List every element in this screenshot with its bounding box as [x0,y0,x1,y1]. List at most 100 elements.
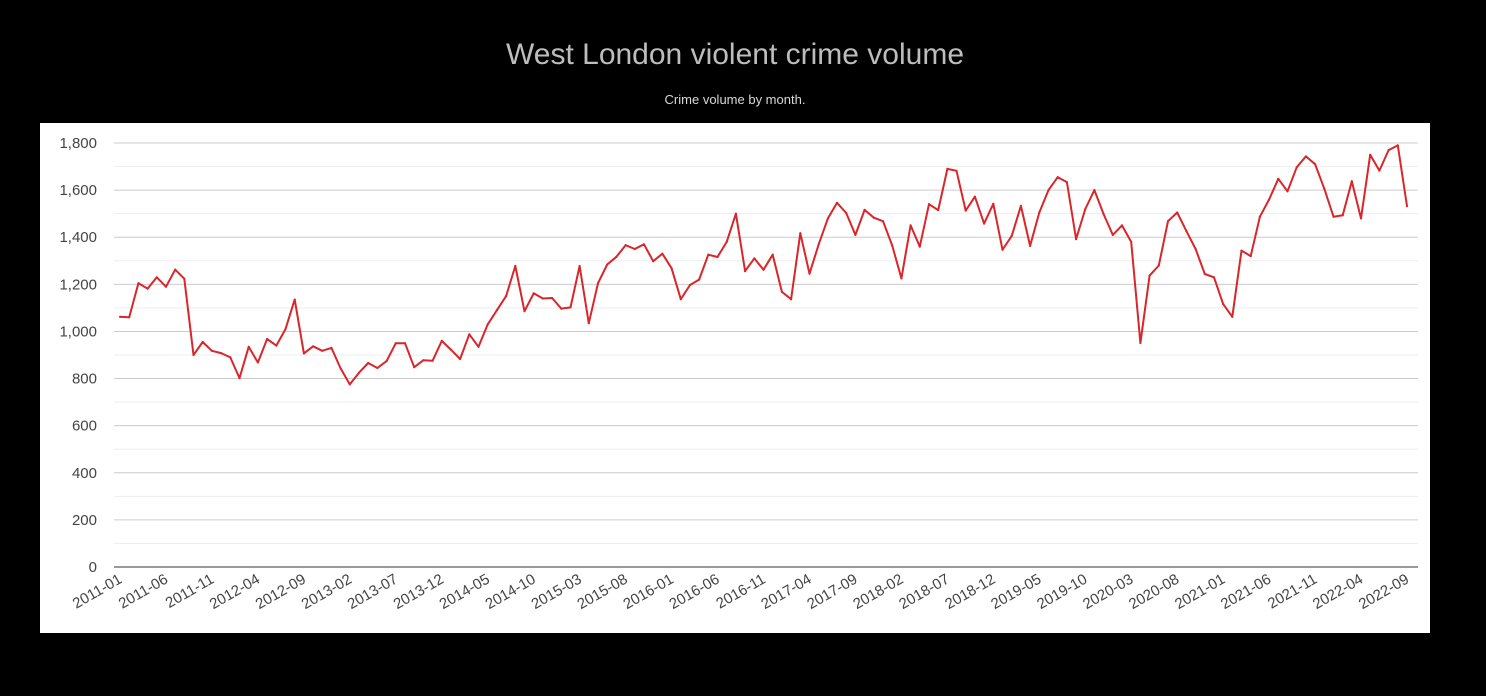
y-tick-label: 200 [72,512,97,529]
data-point [541,297,544,300]
y-tick-label: 1,800 [59,135,97,152]
x-tick-label: 2014-05 [437,571,493,613]
data-point [652,260,655,263]
x-tick-label: 2022-09 [1356,571,1412,613]
data-point [357,371,361,374]
data-point [477,345,480,348]
data-point [1139,341,1142,345]
data-point [1240,249,1243,252]
data-point [1056,176,1059,179]
data-point [1075,238,1078,241]
data-point [615,255,618,258]
x-tick-label: 2017-04 [758,571,814,613]
x-tick-label: 2020-03 [1080,571,1136,613]
y-tick-label: 1,000 [59,323,97,340]
data-point [661,252,664,255]
data-point [459,357,462,361]
data-point [1369,153,1372,156]
data-point [1258,215,1261,218]
data-point [964,209,967,212]
data-point [468,333,471,336]
data-point [1001,248,1004,251]
data-point [973,195,977,198]
y-tick-label: 400 [72,465,97,482]
x-tick-label: 2016-06 [666,571,722,613]
data-point [440,339,443,342]
data-point [210,349,213,352]
data-point [698,278,701,281]
data-point [1185,230,1188,233]
data-point [1387,149,1390,152]
data-point [835,201,839,204]
data-point [762,268,765,271]
data-point [367,361,370,365]
x-tick-label: 2012-04 [207,571,263,613]
data-point [1304,155,1307,158]
data-point [845,211,848,215]
data-point [596,282,600,285]
line-chart: 0 200 400 600 800 1,000 1,200 1,400 1,600 1,800 20… [59,135,1418,613]
data-point [688,283,692,287]
data-point [523,310,526,313]
data-point [909,224,912,227]
data-point [578,264,581,268]
x-tick-label: 2014-10 [482,571,538,613]
x-tick-label: 2015-03 [528,571,584,613]
data-point [1323,187,1326,190]
data-point [486,323,489,326]
data-point [1038,211,1041,214]
data-point [505,295,508,298]
data-point [229,356,232,359]
data-point [155,276,158,279]
x-tick-label: 2013-07 [345,571,401,613]
data-point [679,298,682,301]
data-point [293,298,296,301]
data-point [532,292,535,295]
series-line [119,144,1408,386]
data-point [927,203,931,206]
data-point [1212,276,1216,279]
data-point [266,337,269,341]
data-point [900,277,903,280]
data-point [1157,264,1160,267]
data-point [1396,144,1399,147]
data-point [1314,163,1317,166]
data-point [1176,211,1179,214]
x-tick-label: 2018-07 [896,571,952,613]
x-tick-label: 2018-02 [850,571,906,613]
data-point [1194,247,1197,251]
data-point [1029,244,1032,247]
data-point [1231,315,1234,318]
data-point [799,232,802,235]
data-point [1093,189,1096,192]
data-point [881,220,885,223]
data-point [1102,213,1105,216]
data-point [560,307,563,310]
data-point [192,353,195,357]
data-point [1295,166,1298,169]
x-tick-label: 2013-12 [391,571,447,613]
data-point [633,247,636,251]
data-point [1341,214,1344,217]
data-point [247,345,250,348]
data-point [376,366,379,370]
y-tick-label: 1,600 [59,182,97,199]
data-point [431,359,434,362]
data-point [955,169,958,172]
data-point [1084,207,1087,211]
data-point [1332,215,1335,218]
data-point [918,245,921,248]
data-point [174,268,177,271]
data-point [495,309,498,312]
data-point [256,361,259,364]
data-point [348,383,351,386]
data-point [1166,220,1170,223]
data-point [937,209,940,212]
data-point [1148,274,1151,277]
data-point [854,233,857,236]
data-point [780,290,784,293]
chart-subtitle: Crime volume by month. [664,92,806,107]
data-point [183,277,186,280]
data-point [946,167,949,170]
x-tick-label: 2016-01 [620,571,676,613]
